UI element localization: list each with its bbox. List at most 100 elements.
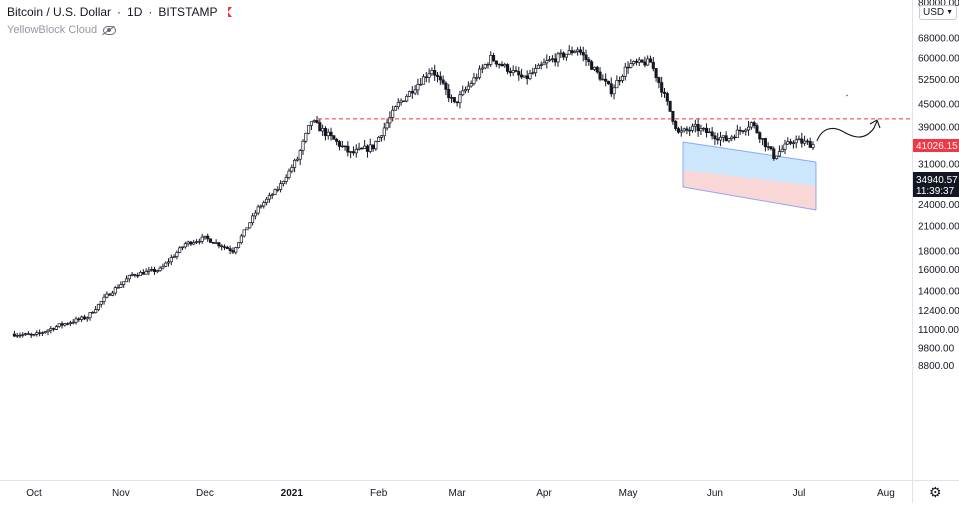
- candle: [164, 261, 168, 268]
- candle-body-up: [735, 129, 739, 139]
- candle-body-up: [267, 195, 271, 200]
- candle-body-down: [60, 323, 64, 326]
- channel-bottom-line[interactable]: [682, 186, 817, 211]
- symbol-exchange[interactable]: BITSTAMP: [158, 5, 218, 19]
- candle: [38, 329, 42, 337]
- candle-body-up: [449, 97, 454, 99]
- last-price-label: 34940.57: [916, 175, 958, 186]
- candle-body-down: [77, 318, 81, 321]
- price-axis[interactable]: 80000.00 68000.00 60000.00 52500.00 45000.0…: [912, 0, 959, 480]
- candle-body-up: [256, 206, 260, 214]
- candle-body-down: [211, 242, 215, 244]
- candle: [671, 110, 675, 125]
- flag-icon[interactable]: [227, 7, 232, 17]
- candle-body-up: [475, 77, 479, 79]
- candle-body-up: [340, 145, 344, 148]
- price-tick-label: 16000.00: [918, 265, 959, 276]
- eye-hidden-icon[interactable]: [102, 25, 117, 35]
- candle-body-down: [82, 316, 86, 320]
- candle-body-down: [562, 52, 566, 58]
- candle-body-up: [374, 141, 378, 150]
- projection-arrowhead[interactable]: [869, 119, 881, 129]
- candle-body-down: [452, 97, 456, 103]
- price-tick-label: 68000.00: [918, 34, 959, 45]
- candle: [180, 246, 185, 251]
- currency-button[interactable]: USD ▼: [919, 5, 958, 20]
- candle: [119, 281, 123, 288]
- candle-body-down: [651, 61, 655, 69]
- chevron-down-icon[interactable]: ▼: [946, 9, 954, 16]
- candle-body-up: [270, 194, 274, 196]
- time-axis-scale: Oct Nov Dec 2021 Feb Mar Apr May Jun Jul Aug: [26, 488, 895, 499]
- price-tick-label: 31000.00: [918, 159, 959, 170]
- candle-body-up: [88, 312, 92, 319]
- candle-body-up: [679, 130, 683, 133]
- candle-body-up: [466, 85, 470, 90]
- chart-pane[interactable]: Bitcoin / U.S. Dollar · 1D · BITSTAMP Ye…: [0, 0, 912, 480]
- candle: [783, 139, 787, 155]
- symbol-interval[interactable]: 1D: [127, 5, 143, 19]
- candle: [21, 332, 25, 338]
- candle-body-up: [632, 61, 636, 65]
- candle: [531, 67, 535, 75]
- chart-settings-corner[interactable]: ⚙: [912, 480, 959, 503]
- candle: [18, 332, 22, 339]
- candle-body-up: [761, 138, 765, 140]
- channel-lower-zone[interactable]: [683, 170, 816, 210]
- indicator-legend[interactable]: YellowBlock Cloud: [7, 24, 117, 36]
- candle-body-up: [186, 241, 190, 245]
- candle: [71, 319, 75, 325]
- candle: [74, 316, 78, 325]
- candle-body-up: [405, 96, 409, 102]
- candle-body-down: [514, 70, 518, 72]
- candle-body-up: [24, 333, 28, 335]
- candle-body-up: [623, 66, 627, 77]
- gear-icon[interactable]: ⚙: [929, 484, 942, 500]
- candle: [744, 128, 748, 136]
- candle: [197, 238, 201, 245]
- candle-body-up: [699, 128, 703, 132]
- candle: [326, 128, 330, 140]
- candle: [542, 58, 546, 66]
- projection-arrow[interactable]: [816, 120, 878, 142]
- candle: [643, 56, 647, 68]
- candlestick-chart[interactable]: [0, 0, 912, 480]
- time-tick-label: Mar: [449, 488, 467, 499]
- candle: [183, 241, 187, 249]
- candle: [200, 233, 204, 244]
- candle: [365, 144, 370, 158]
- candle-body-down: [595, 66, 599, 73]
- candle-body-up: [99, 301, 103, 305]
- indicator-name[interactable]: YellowBlock Cloud: [7, 24, 98, 36]
- candle: [32, 333, 36, 337]
- candle-body-up: [164, 262, 168, 267]
- candle-body-down: [225, 246, 229, 249]
- candle: [12, 330, 16, 338]
- channel-top-line[interactable]: [682, 141, 817, 163]
- candle: [399, 98, 403, 106]
- candle: [273, 188, 277, 195]
- time-axis[interactable]: Oct Nov Dec 2021 Feb Mar Apr May Jun Jul Aug: [0, 480, 912, 503]
- candle-body-up: [803, 140, 807, 144]
- candle-body-down: [758, 132, 762, 140]
- candle-body-up: [46, 329, 50, 333]
- candle: [514, 66, 518, 73]
- candle: [410, 86, 414, 99]
- price-tick-label: 8800.00: [918, 361, 955, 372]
- candle: [24, 332, 28, 336]
- channel-upper-zone[interactable]: [683, 142, 816, 186]
- candle-body-up: [74, 318, 78, 323]
- currency-label[interactable]: USD: [923, 7, 945, 18]
- candle: [60, 321, 64, 329]
- time-tick-label: Jun: [707, 488, 723, 499]
- symbol-name[interactable]: Bitcoin / U.S. Dollar: [7, 5, 112, 19]
- level-price-label: 41026.15: [916, 141, 958, 152]
- symbol-legend[interactable]: Bitcoin / U.S. Dollar · 1D · BITSTAMP: [7, 5, 232, 19]
- candle: [480, 64, 484, 74]
- candle: [276, 186, 280, 193]
- candle: [710, 127, 714, 140]
- price-tick-label: 24000.00: [918, 200, 959, 211]
- candle: [674, 119, 678, 131]
- candle-body-up: [18, 334, 22, 337]
- candle-body-down: [789, 141, 793, 144]
